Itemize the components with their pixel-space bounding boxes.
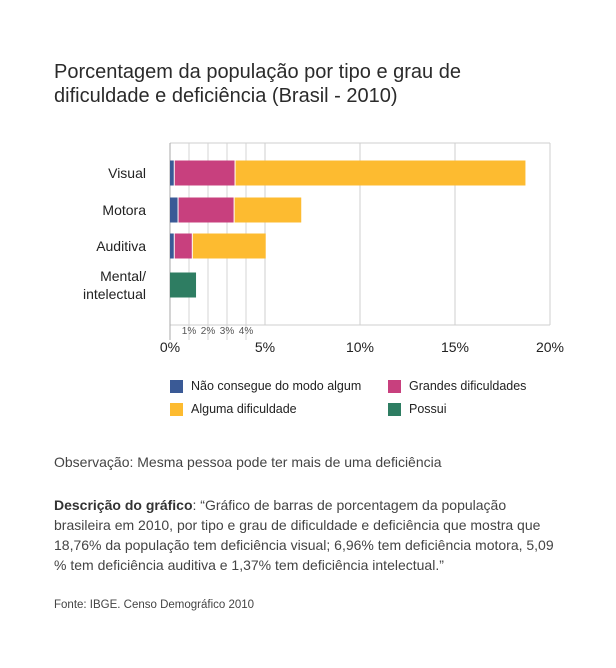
legend-label-1: Grandes dificuldades	[409, 379, 526, 393]
category-label-1: Motora	[102, 202, 146, 218]
legend-swatch-0	[170, 380, 183, 393]
minor-tick-label-2: 3%	[220, 326, 235, 337]
x-tick-label-2: 10%	[346, 339, 374, 355]
legend-item-2: Alguma dificuldade	[170, 402, 297, 416]
legend-label-0: Não consegue do modo algum	[191, 379, 361, 393]
legend-item-3: Possui	[388, 402, 447, 416]
legend-swatch-1	[388, 380, 401, 393]
x-tick-label-4: 20%	[536, 339, 564, 355]
bar-1-2	[235, 198, 302, 223]
category-label-2: Auditiva	[96, 238, 146, 254]
bar-0-1	[175, 161, 235, 186]
x-tick-label-3: 15%	[441, 339, 469, 355]
bar-3-3	[170, 273, 196, 298]
bar-2-2	[193, 234, 266, 259]
bar-2-0	[170, 234, 174, 259]
category-label-0: Visual	[108, 165, 146, 181]
minor-tick-label-3: 4%	[239, 326, 254, 337]
bar-0-0	[170, 161, 174, 186]
legend-swatch-3	[388, 403, 401, 416]
bar-1-0	[170, 198, 178, 223]
x-tick-label-0: 0%	[160, 339, 180, 355]
legend-swatch-2	[170, 403, 183, 416]
legend-label-2: Alguma dificuldade	[191, 402, 297, 416]
legend-item-1: Grandes dificuldades	[388, 379, 526, 393]
bar-0-2	[236, 161, 526, 186]
x-tick-label-1: 5%	[255, 339, 275, 355]
source-note: Fonte: IBGE. Censo Demográfico 2010	[54, 599, 254, 611]
bar-2-1	[175, 234, 192, 259]
observation-note: Observação: Mesma pessoa pode ter mais d…	[54, 454, 574, 470]
bar-chart: Visual Motora Auditiva Mental/intelectual 1%…	[0, 0, 616, 440]
bar-1-1	[179, 198, 234, 223]
description-label: Descrição do gráfico	[54, 497, 193, 513]
minor-tick-label-0: 1%	[182, 326, 197, 337]
legend-label-3: Possui	[409, 402, 447, 416]
chart-description: Descrição do gráfico: “Gráfico de barras…	[54, 495, 564, 575]
legend-item-0: Não consegue do modo algum	[170, 379, 361, 393]
category-label-3: Mental/intelectual	[83, 268, 146, 302]
minor-tick-label-1: 2%	[201, 326, 216, 337]
